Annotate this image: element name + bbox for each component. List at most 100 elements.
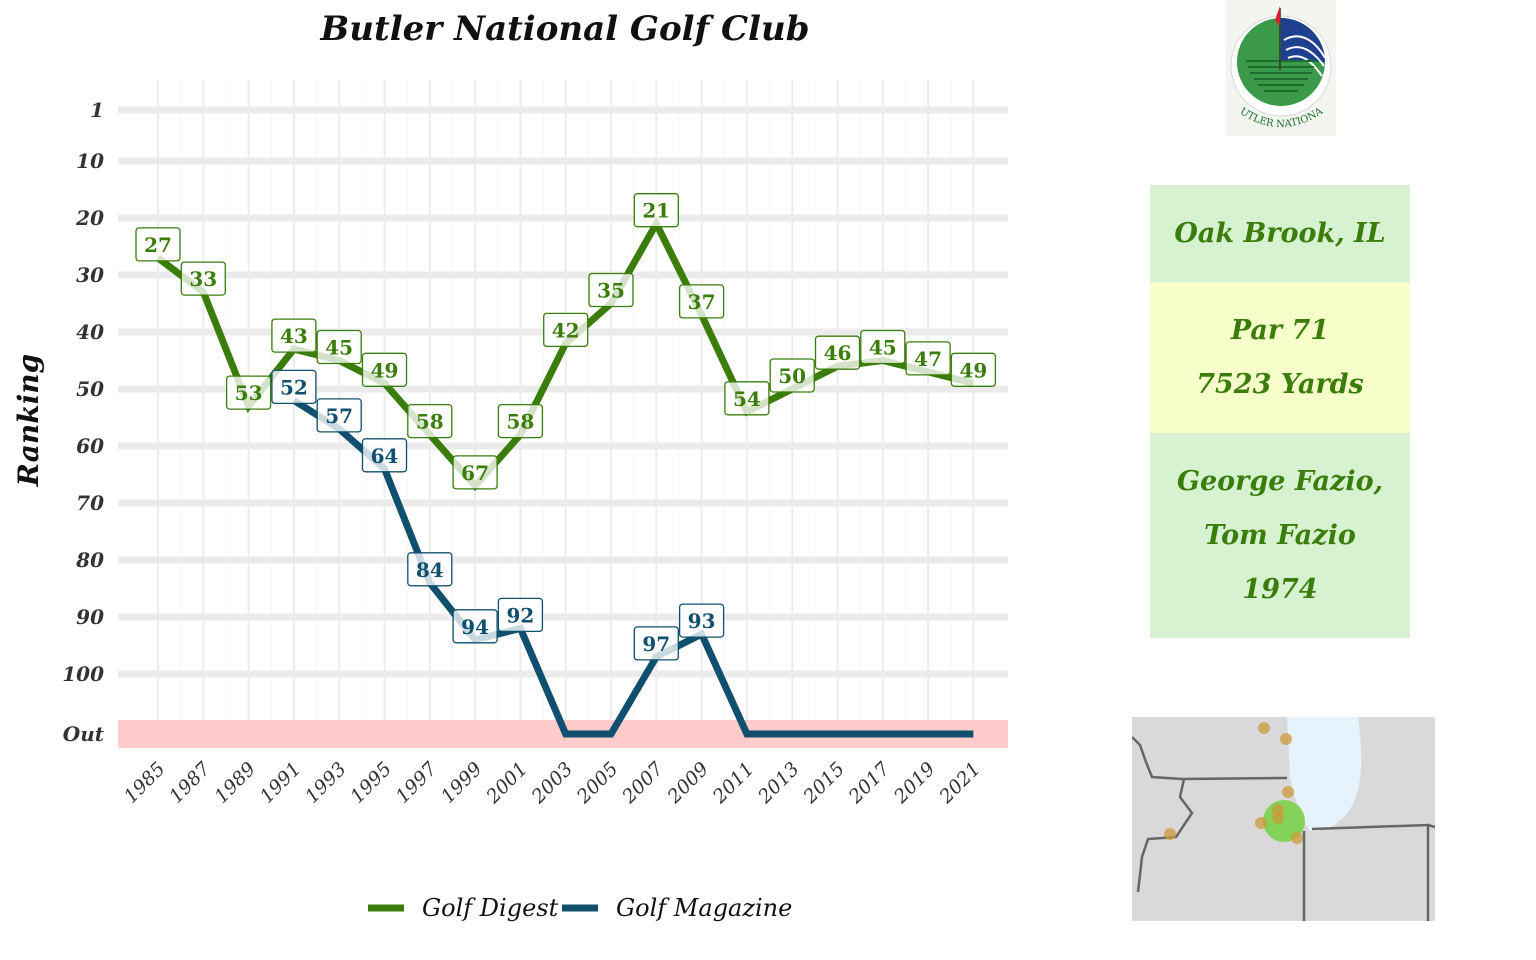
data-label: 97 [633, 626, 679, 661]
y-tick-label: 80 [75, 548, 104, 572]
data-label-text: 45 [869, 336, 897, 360]
data-label-box [316, 398, 362, 433]
data-label: 47 [905, 341, 951, 376]
data-label: 50 [769, 358, 815, 393]
data-label-text: 97 [642, 632, 670, 656]
data-label: 42 [543, 312, 589, 348]
data-label-text: 54 [733, 387, 761, 411]
course-dot [1255, 817, 1267, 829]
data-label-text: 93 [688, 609, 716, 633]
data-label-box [452, 609, 498, 644]
designer-line-2: Tom Fazio [1204, 519, 1356, 551]
data-label-box [361, 438, 408, 473]
data-label: 27 [135, 227, 181, 262]
data-label-box [543, 312, 589, 348]
data-label: 53 [225, 375, 272, 410]
x-tick-label: 2003 [527, 758, 577, 808]
course-specs-box: Par 71 7523 Yards [1150, 282, 1410, 433]
data-label-text: 21 [642, 199, 670, 223]
data-label-text: 42 [552, 318, 580, 342]
data-label: 37 [678, 284, 725, 319]
data-label-box [950, 352, 997, 387]
data-label-text: 58 [506, 410, 534, 434]
x-tick-label: 1993 [301, 758, 351, 808]
course-dot [1282, 786, 1294, 798]
data-label-text: 49 [371, 358, 399, 382]
x-tick-label: 1989 [210, 758, 260, 808]
data-label: 57 [316, 398, 362, 433]
data-label-box [271, 369, 317, 405]
data-label-box [316, 329, 362, 365]
y-tick-label: 1 [90, 98, 104, 122]
course-info-panel: Oak Brook, IL Par 71 7523 Yards George F… [1150, 185, 1410, 638]
x-tick-label: 1985 [120, 758, 170, 808]
x-tick-label: 2013 [753, 758, 803, 808]
data-label: 49 [950, 352, 997, 387]
data-label-box [678, 603, 725, 638]
x-tick-label: 1995 [346, 758, 396, 808]
x-tick-label: 2017 [844, 757, 895, 808]
y-tick-label: 60 [76, 434, 104, 458]
y-tick-label: 10 [76, 149, 104, 173]
data-label-text: 27 [144, 233, 172, 257]
data-label: 52 [271, 369, 317, 405]
data-label-box [724, 381, 770, 416]
data-label-text: 84 [416, 558, 444, 582]
course-dot [1272, 812, 1284, 824]
y-tick-label: 100 [62, 662, 104, 686]
x-axis-ticks: 1985198719891991199319951997199920012003… [120, 757, 985, 808]
data-label-text: 46 [824, 341, 852, 365]
y-tick-label: 30 [76, 263, 104, 287]
data-label-text: 58 [416, 410, 444, 434]
data-label-box [271, 318, 317, 353]
state-borders [1132, 736, 1435, 921]
x-tick-label: 2007 [617, 757, 668, 808]
x-tick-label: 2011 [708, 758, 758, 808]
data-label-text: 57 [325, 404, 353, 428]
x-tick-label: 1987 [165, 757, 215, 807]
data-label-text: 94 [461, 615, 489, 639]
data-label-box [407, 552, 453, 587]
x-tick-label: 2005 [572, 758, 622, 808]
x-tick-label: 2009 [663, 758, 713, 808]
data-label-box [180, 261, 226, 296]
data-label-box [905, 341, 951, 376]
chart-title: Butler National Golf Club [320, 9, 810, 49]
location-box: Oak Brook, IL [1150, 185, 1410, 282]
data-label-box [407, 403, 453, 439]
x-tick-label: 2021 [934, 758, 984, 808]
legend: Golf Digest Golf Magazine [368, 894, 792, 922]
location-map [1132, 717, 1435, 921]
data-label: 64 [361, 438, 408, 473]
data-label: 45 [316, 329, 362, 365]
data-label-text: 52 [280, 375, 308, 399]
data-label-text: 35 [597, 279, 625, 303]
data-label: 67 [452, 455, 498, 490]
data-label-text: 49 [959, 358, 987, 382]
data-label: 33 [180, 261, 226, 296]
data-label: 84 [407, 552, 453, 587]
data-label: 45 [860, 329, 906, 365]
data-label-text: 92 [506, 603, 534, 627]
ranking-chart: Butler National Golf Club 1 10 20 30 40 50 60 7… [12, 9, 1008, 922]
location-text: Oak Brook, IL [1174, 217, 1386, 249]
par-text: Par 71 [1230, 314, 1330, 346]
data-label-box [678, 284, 725, 319]
data-label-text: 50 [778, 364, 806, 388]
data-label: 58 [497, 403, 544, 439]
x-tick-label: 2015 [799, 758, 849, 808]
data-label-text: 45 [325, 336, 353, 360]
data-label-text: 64 [371, 444, 399, 468]
data-label-box [633, 193, 679, 228]
data-label-box [361, 352, 408, 387]
data-label-box [588, 272, 634, 308]
series-line [292, 397, 974, 738]
lake-michigan [1287, 717, 1362, 832]
data-label: 46 [814, 335, 861, 370]
flag-icon [1275, 6, 1280, 26]
data-label: 94 [452, 609, 498, 644]
course-dot [1291, 832, 1303, 844]
y-axis-ticks: 1 10 20 30 40 50 60 70 80 90 100 Out [62, 98, 105, 746]
x-tick-label: 1991 [256, 758, 306, 808]
data-label: 35 [588, 272, 634, 308]
